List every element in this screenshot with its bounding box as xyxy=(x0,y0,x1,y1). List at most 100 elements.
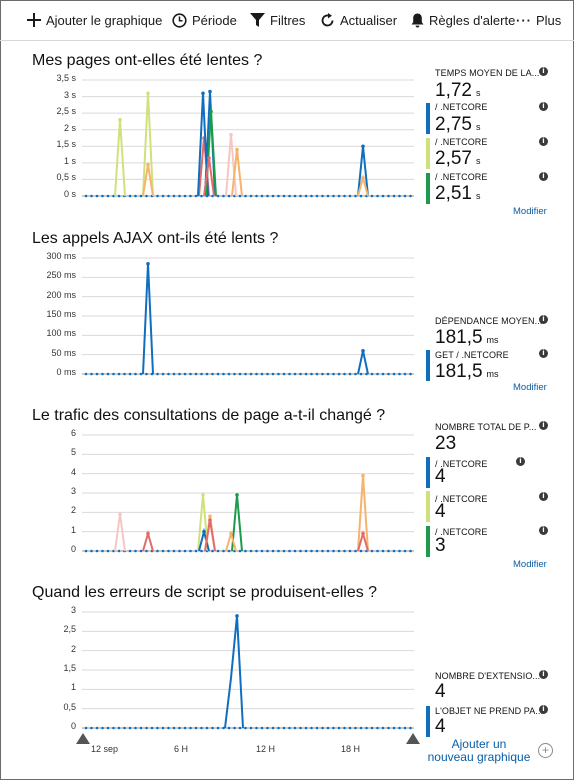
page-views-chart[interactable]: 6 5 4 3 2 1 0 xyxy=(0,427,420,567)
baseline-point xyxy=(156,372,159,376)
legend-color-bar xyxy=(426,457,430,488)
baseline-point xyxy=(200,372,203,376)
y-tick-label: 3 xyxy=(70,486,76,496)
baseline-point xyxy=(381,372,385,376)
baseline-point xyxy=(332,726,335,730)
baseline-point xyxy=(84,726,88,730)
baseline-point xyxy=(381,194,385,198)
info-icon[interactable]: i xyxy=(539,705,548,714)
baseline-point xyxy=(244,194,247,198)
add-circle-icon[interactable]: + xyxy=(538,743,553,758)
chart-plot-area xyxy=(82,434,414,553)
baseline-point xyxy=(277,194,280,198)
filters-button[interactable]: Filtres xyxy=(250,11,305,29)
baseline-point xyxy=(238,549,242,553)
baseline-point xyxy=(376,549,379,553)
baseline-point xyxy=(233,372,236,376)
baseline-point xyxy=(370,726,374,730)
baseline-point xyxy=(90,372,93,376)
baseline-point xyxy=(84,372,88,376)
series-peak-point xyxy=(201,91,205,96)
range-start-handle[interactable] xyxy=(76,733,90,744)
legend-label: / .NETCORE xyxy=(435,494,488,504)
baseline-point xyxy=(200,549,203,553)
baseline-point xyxy=(216,372,220,376)
edit-link[interactable]: Modifier xyxy=(513,559,547,570)
info-icon[interactable]: i xyxy=(539,492,548,501)
baseline-point xyxy=(123,726,126,730)
alert-rules-label: Règles d'alerte xyxy=(429,12,516,28)
baseline-point xyxy=(249,726,253,730)
baseline-point xyxy=(392,726,396,730)
series-peak-point xyxy=(361,175,365,180)
baseline-point xyxy=(106,726,110,730)
baseline-point xyxy=(348,372,352,376)
script-errors-chart[interactable]: 3 2,5 2 1,5 1 0,5 0 xyxy=(0,604,420,744)
legend-value: 2,75 s xyxy=(435,114,481,135)
baseline-point xyxy=(194,726,198,730)
add-new-chart-line2: nouveau graphique xyxy=(427,750,531,764)
series-peak-point xyxy=(207,156,211,160)
baseline-point xyxy=(189,726,192,730)
ajax-chart[interactable]: 300 ms 250 ms 200 ms 150 ms 100 ms 50 ms 0 ms xyxy=(0,250,420,390)
info-icon[interactable]: i xyxy=(539,172,548,181)
baseline-point xyxy=(123,372,126,376)
baseline-point xyxy=(271,726,275,730)
baseline-point xyxy=(288,372,291,376)
y-tick-label: 300 ms xyxy=(46,251,76,261)
baseline-point xyxy=(117,549,121,553)
baseline-point xyxy=(167,194,170,198)
baseline-point xyxy=(260,372,264,376)
baseline-point xyxy=(255,726,258,730)
baseline-point xyxy=(183,726,187,730)
baseline-point xyxy=(90,726,93,730)
period-button[interactable]: Période xyxy=(172,11,237,29)
baseline-point xyxy=(354,194,357,198)
y-tick-label: 5 xyxy=(70,447,76,458)
baseline-point xyxy=(216,726,220,730)
legend-value: 181,5 ms xyxy=(435,361,499,382)
more-button[interactable]: ··· Plus xyxy=(516,11,561,29)
y-tick-label: 2 s xyxy=(63,122,76,133)
info-icon[interactable]: i xyxy=(539,421,548,430)
y-tick-label: 1 xyxy=(70,524,76,535)
info-icon[interactable]: i xyxy=(539,67,548,76)
series-spike xyxy=(114,119,126,197)
y-tick-label: 2 xyxy=(70,505,76,516)
baseline-point xyxy=(293,726,297,730)
page-load-chart[interactable]: 3,5 s 3 s 2,5 s 2 s 1,5 s 1 s 0,5 s 0 s xyxy=(0,72,420,212)
info-icon[interactable]: i xyxy=(539,670,548,679)
summary-label: NOMBRE D'EXTENSIO... xyxy=(435,671,541,681)
add-chart-button[interactable]: Ajouter le graphique xyxy=(27,11,162,29)
baseline-point xyxy=(387,549,390,553)
legend-label: / .NETCORE xyxy=(435,172,488,182)
baseline-point xyxy=(156,726,159,730)
add-new-chart-link[interactable]: Ajouter un nouveau graphique xyxy=(424,738,534,764)
info-icon[interactable]: i xyxy=(539,102,548,111)
baseline-point xyxy=(189,372,192,376)
y-tick-label: 200 ms xyxy=(46,289,76,300)
baseline-point xyxy=(343,726,346,730)
summary-label: TEMPS MOYEN DE LA... xyxy=(435,68,540,78)
baseline-point xyxy=(145,726,148,730)
section-title-page-views: Le trafic des consultations de page a-t-… xyxy=(32,407,386,424)
legend-value: 4 xyxy=(435,466,446,487)
legend-label: / .NETCORE xyxy=(435,527,488,537)
legend-label: L'OBJET NE PREND PA... xyxy=(435,706,544,716)
info-icon[interactable]: i xyxy=(539,349,548,358)
info-icon[interactable]: i xyxy=(516,457,525,466)
refresh-button[interactable]: Actualiser xyxy=(320,11,397,29)
info-icon[interactable]: i xyxy=(539,526,548,535)
y-tick-label: 0 xyxy=(70,544,76,554)
baseline-point xyxy=(299,194,302,198)
info-icon[interactable]: i xyxy=(539,137,548,146)
range-end-handle[interactable] xyxy=(406,733,420,744)
baseline-point xyxy=(376,726,379,730)
edit-link[interactable]: Modifier xyxy=(513,382,547,393)
edit-link[interactable]: Modifier xyxy=(513,206,547,217)
alert-rules-button[interactable]: Règles d'alerte xyxy=(411,11,515,29)
series-peak-point xyxy=(235,147,239,152)
info-icon[interactable]: i xyxy=(539,315,548,324)
series-peak-point xyxy=(202,529,206,534)
baseline-point xyxy=(178,194,181,198)
